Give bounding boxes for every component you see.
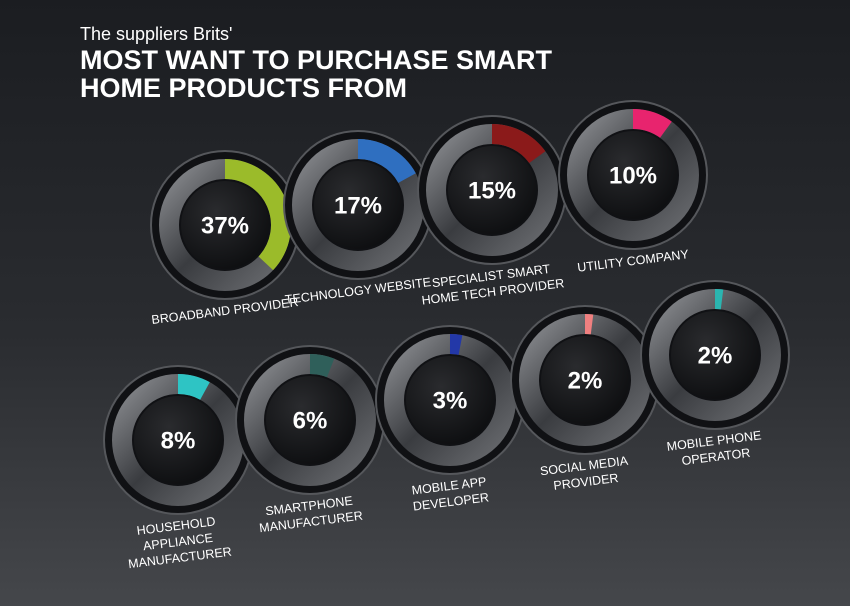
donut-arc [177,374,210,400]
value-label: 3% [433,387,468,414]
donut-center [181,181,269,269]
donut-center [448,146,536,234]
value-label: 6% [293,407,328,434]
value-label: 17% [334,192,382,219]
value-label: 10% [609,162,657,189]
value-label: 37% [201,212,249,239]
subtitle: The suppliers Brits' [80,24,233,44]
donut-center [406,356,494,444]
donut-arc [224,159,291,271]
donut-arc [449,334,463,355]
donut-center [266,376,354,464]
value-label: 8% [161,427,196,454]
title: MOST WANT TO PURCHASE SMART HOME PRODUCT… [80,45,552,103]
donut-arc [491,124,546,164]
value-label: 2% [568,367,603,394]
donut-center [314,161,402,249]
value-label: 15% [468,177,516,204]
donut-center [541,336,629,424]
donut-center [134,396,222,484]
donut-arc [632,109,672,139]
donut-center [589,131,677,219]
donut-center [671,311,759,399]
value-label: 2% [698,342,733,369]
donut-arc [309,354,335,378]
donut-arc [357,139,416,184]
